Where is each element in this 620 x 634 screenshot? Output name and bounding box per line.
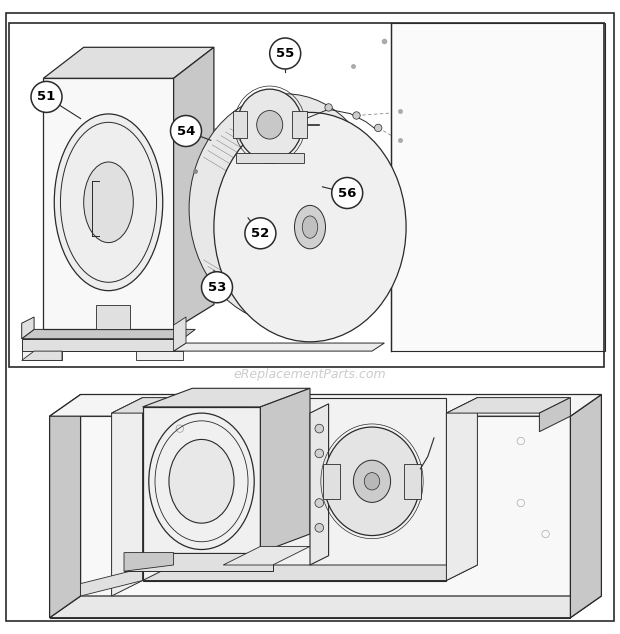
Circle shape (374, 124, 382, 132)
Text: 53: 53 (208, 281, 226, 294)
Circle shape (315, 424, 324, 433)
Circle shape (315, 499, 324, 507)
Polygon shape (143, 407, 260, 553)
Polygon shape (391, 22, 604, 351)
Text: eReplacementParts.com: eReplacementParts.com (234, 368, 386, 380)
Polygon shape (22, 351, 62, 360)
Polygon shape (112, 398, 260, 413)
Circle shape (325, 104, 332, 111)
Polygon shape (124, 553, 174, 571)
Polygon shape (143, 388, 310, 407)
Polygon shape (43, 48, 214, 79)
Ellipse shape (237, 89, 303, 160)
Ellipse shape (214, 112, 406, 342)
Ellipse shape (294, 205, 326, 249)
Polygon shape (570, 394, 601, 618)
Polygon shape (50, 394, 81, 618)
Polygon shape (310, 404, 329, 565)
Circle shape (353, 112, 360, 119)
Circle shape (31, 81, 62, 112)
Ellipse shape (353, 460, 391, 502)
Bar (404, 464, 421, 499)
Bar (232, 111, 247, 138)
Polygon shape (174, 48, 214, 330)
Polygon shape (446, 398, 477, 581)
Circle shape (315, 524, 324, 532)
Ellipse shape (55, 114, 162, 290)
Polygon shape (174, 343, 384, 351)
Polygon shape (22, 330, 195, 339)
Polygon shape (22, 317, 34, 339)
Polygon shape (236, 153, 304, 163)
Polygon shape (124, 553, 273, 571)
Ellipse shape (365, 472, 379, 490)
Bar (323, 464, 340, 499)
Text: 52: 52 (251, 227, 270, 240)
Ellipse shape (324, 427, 420, 536)
Polygon shape (43, 79, 174, 330)
Text: 51: 51 (37, 91, 56, 103)
Polygon shape (96, 304, 130, 330)
Text: 55: 55 (276, 47, 294, 60)
Circle shape (245, 218, 276, 249)
Polygon shape (81, 568, 143, 596)
Polygon shape (143, 398, 446, 581)
Polygon shape (143, 565, 477, 581)
Polygon shape (539, 398, 570, 432)
Text: 54: 54 (177, 124, 195, 138)
Polygon shape (136, 351, 183, 360)
Polygon shape (50, 394, 601, 416)
Circle shape (270, 38, 301, 69)
Ellipse shape (257, 110, 283, 139)
Polygon shape (50, 416, 570, 618)
Circle shape (202, 272, 232, 303)
Ellipse shape (303, 216, 317, 238)
Ellipse shape (189, 94, 381, 323)
Ellipse shape (169, 439, 234, 523)
Polygon shape (446, 398, 570, 413)
Bar (9, 22, 604, 366)
Circle shape (332, 178, 363, 209)
Text: 56: 56 (338, 186, 356, 200)
Polygon shape (22, 351, 62, 360)
Polygon shape (112, 398, 143, 596)
Circle shape (315, 449, 324, 458)
Ellipse shape (84, 162, 133, 243)
Polygon shape (50, 596, 601, 618)
Polygon shape (174, 317, 186, 351)
Polygon shape (22, 339, 183, 351)
Circle shape (170, 115, 202, 146)
Bar (292, 111, 307, 138)
Polygon shape (260, 388, 310, 553)
Polygon shape (223, 547, 310, 565)
